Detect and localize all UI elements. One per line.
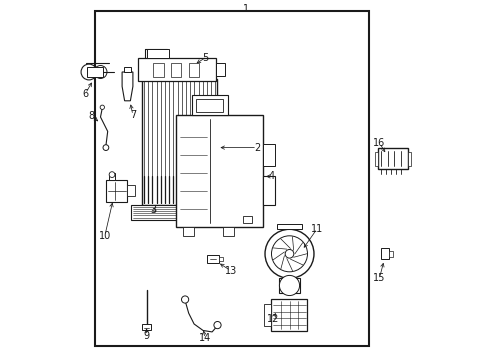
Bar	[176, 115, 262, 227]
Text: 11: 11	[310, 224, 323, 234]
Text: 8: 8	[88, 111, 94, 121]
Circle shape	[264, 229, 313, 278]
Bar	[264, 304, 271, 326]
Polygon shape	[122, 72, 133, 101]
Bar	[131, 205, 186, 220]
Bar	[206, 255, 219, 263]
Text: 12: 12	[266, 314, 279, 324]
Text: 14: 14	[198, 333, 211, 343]
Bar	[196, 99, 223, 112]
Bar	[271, 299, 307, 331]
Bar	[381, 248, 388, 259]
Text: 1: 1	[243, 4, 249, 14]
Circle shape	[100, 105, 104, 109]
Circle shape	[279, 275, 299, 296]
Circle shape	[94, 66, 107, 78]
Bar	[262, 144, 275, 166]
Bar	[215, 63, 224, 76]
Circle shape	[213, 321, 221, 329]
Circle shape	[81, 64, 97, 80]
Text: 13: 13	[224, 266, 237, 276]
Circle shape	[181, 296, 188, 303]
Circle shape	[103, 145, 108, 150]
Bar	[183, 227, 194, 236]
Bar	[123, 67, 131, 72]
Text: 6: 6	[82, 89, 88, 99]
Bar	[219, 257, 223, 261]
Text: 4: 4	[268, 171, 274, 181]
Text: 16: 16	[373, 138, 385, 148]
Bar	[106, 180, 127, 202]
Bar	[262, 176, 275, 205]
Text: 9: 9	[143, 330, 149, 341]
Text: 2: 2	[253, 143, 260, 153]
Bar	[279, 278, 299, 293]
Text: 7: 7	[129, 110, 136, 120]
Text: 15: 15	[372, 273, 385, 283]
Bar	[109, 173, 115, 180]
Bar	[192, 95, 228, 115]
Bar	[374, 152, 377, 166]
Bar	[388, 251, 392, 257]
Bar	[142, 324, 151, 330]
Bar	[142, 79, 217, 205]
Bar	[407, 152, 410, 166]
Bar	[127, 185, 134, 196]
Bar	[276, 224, 302, 229]
Bar	[377, 148, 407, 169]
Bar	[188, 63, 199, 77]
Bar	[87, 67, 103, 77]
Bar	[138, 58, 215, 81]
Circle shape	[109, 172, 115, 177]
Bar	[223, 227, 233, 236]
Text: 5: 5	[202, 53, 208, 63]
Text: 3: 3	[150, 204, 157, 215]
Circle shape	[271, 236, 307, 272]
Text: 10: 10	[99, 231, 111, 241]
Bar	[152, 63, 163, 77]
Bar	[242, 216, 251, 223]
Bar	[95, 11, 368, 346]
Circle shape	[285, 249, 293, 258]
Bar	[170, 63, 181, 77]
Bar	[147, 49, 168, 58]
